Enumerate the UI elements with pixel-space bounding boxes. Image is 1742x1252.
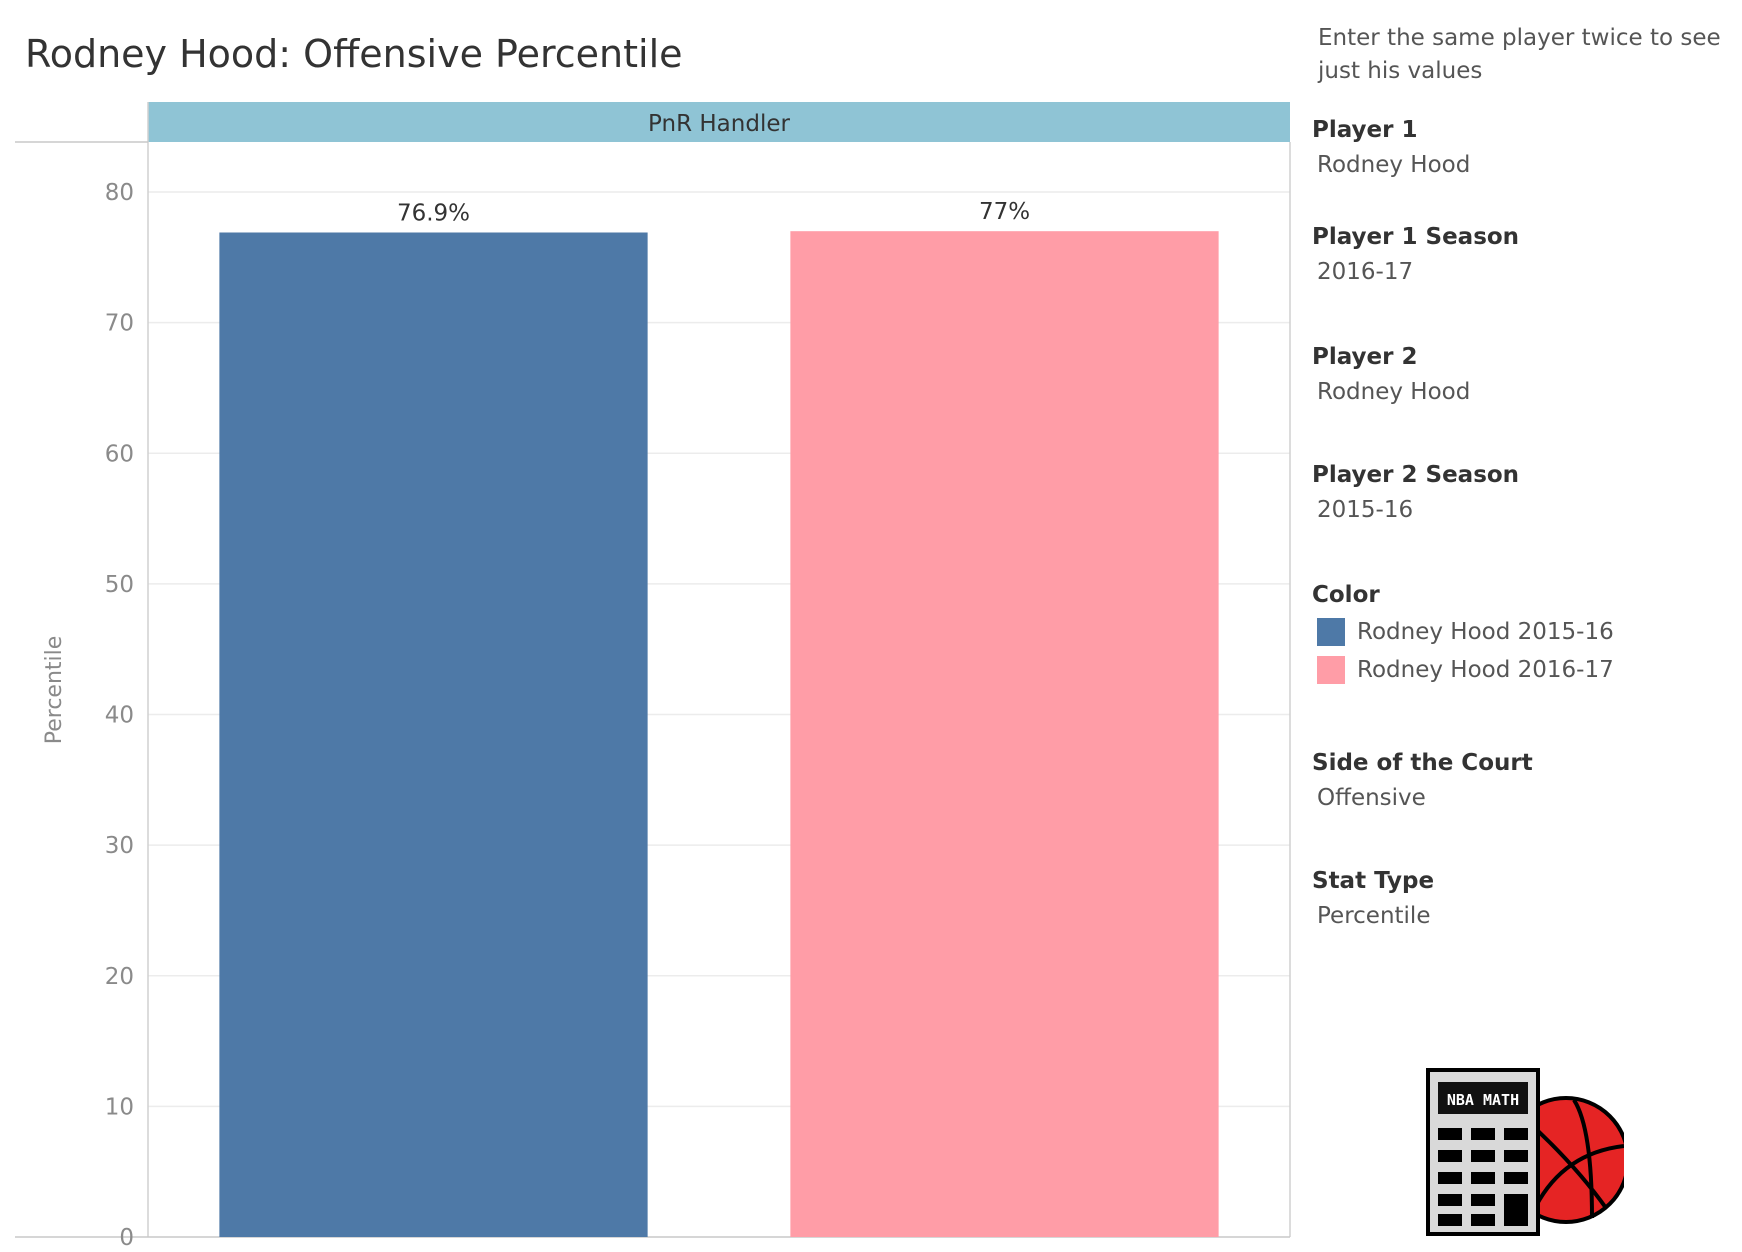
instruction-note: Enter the same player twice to see just … [1318,25,1721,84]
bars [219,231,1219,1237]
data-label: 77% [979,199,1030,225]
y-axis-label: Percentile [42,636,67,745]
filter-player-1-season: Player 1 Season 2016-17 [1312,224,1519,285]
filter-value[interactable]: 2015-16 [1317,497,1414,523]
filter-label: Stat Type [1312,868,1435,894]
y-tick-label: 20 [105,964,134,990]
y-tick-label: 70 [105,311,134,337]
legend-title: Color [1312,582,1380,608]
filter-label: Side of the Court [1312,750,1533,776]
data-label: 76.9% [397,200,470,226]
y-tick-label: 30 [105,833,134,859]
legend-label: Rodney Hood 2016-17 [1357,657,1614,683]
calculator-basketball-icon: NBA MATH [1426,1068,1624,1236]
bar[interactable] [790,231,1219,1237]
filter-label: Player 2 Season [1312,462,1520,488]
logo-text: NBA MATH [1447,1091,1519,1109]
filter-value[interactable]: Offensive [1317,785,1426,811]
panel-header [148,102,1290,142]
legend-item[interactable]: Rodney Hood 2016-17 [1312,656,1614,684]
filter-value[interactable]: Percentile [1317,903,1431,929]
legend-swatch [1317,618,1345,646]
filter-label: Player 1 [1312,117,1418,143]
y-tick-label: 40 [105,703,134,729]
y-tick-label: 80 [105,180,134,206]
y-tick-label: 0 [119,1225,134,1251]
legend-swatch [1317,656,1345,684]
filter-value[interactable]: Rodney Hood [1317,152,1471,178]
filter-side-of-court: Side of the Court Offensive [1312,750,1533,811]
page-title: Rodney Hood: Offensive Percentile [25,32,683,76]
y-tick-label: 50 [105,572,134,598]
y-tick-label: 60 [105,441,134,467]
y-tick-labels: 0 10 20 30 40 50 60 70 80 [105,180,134,1251]
filter-player-1: Player 1 Rodney Hood [1312,117,1470,178]
bar[interactable] [219,232,648,1237]
bar-chart: PnR Handler 0 10 20 30 40 50 60 70 80 76.9% 77% P… [15,102,1291,1251]
color-legend: Color Rodney Hood 2015-16 Rodney Hood 20… [1312,582,1614,684]
legend-item[interactable]: Rodney Hood 2015-16 [1312,618,1614,646]
filter-label: Player 2 [1312,344,1418,370]
filter-value[interactable]: 2016-17 [1317,259,1414,285]
filter-stat-type: Stat Type Percentile [1312,868,1434,929]
panel-header-label: PnR Handler [648,111,790,137]
y-tick-label: 10 [105,1094,134,1120]
data-labels: 76.9% 77% [397,199,1030,226]
filter-player-2-season: Player 2 Season 2015-16 [1312,462,1519,523]
filter-label: Player 1 Season [1312,224,1520,250]
filter-value[interactable]: Rodney Hood [1317,379,1471,405]
filter-player-2: Player 2 Rodney Hood [1312,344,1470,405]
legend-label: Rodney Hood 2015-16 [1357,619,1614,645]
